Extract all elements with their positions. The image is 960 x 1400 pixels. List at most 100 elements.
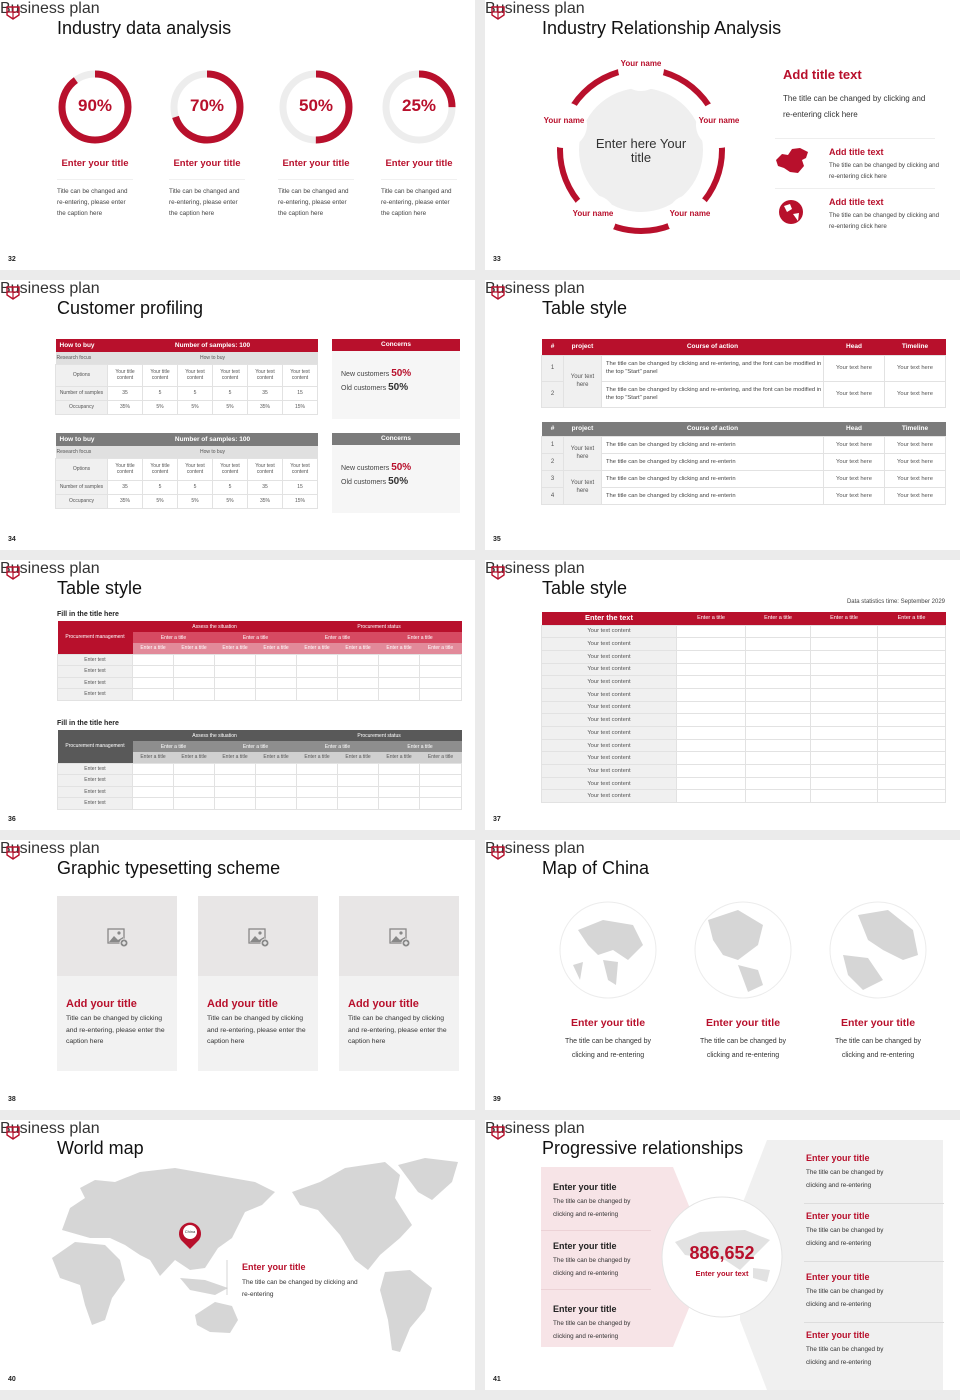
table-cell[interactable] [419, 774, 463, 787]
table-cell[interactable] [214, 653, 256, 666]
table-cell[interactable] [214, 676, 256, 689]
slide-32[interactable]: Industry data analysis 90% Enter your tit… [0, 0, 475, 270]
table-cell[interactable] [419, 676, 463, 689]
table-cell[interactable] [173, 774, 215, 787]
table-cell[interactable] [296, 653, 339, 666]
table-cell[interactable] [676, 700, 746, 715]
table-cell[interactable] [745, 700, 811, 715]
table-cell[interactable] [173, 785, 215, 798]
table-cell[interactable] [676, 649, 746, 664]
table-cell[interactable] [419, 653, 463, 666]
slide-33[interactable]: Industry Relationship Analysis Enter her… [485, 0, 960, 270]
table-cell[interactable] [419, 785, 463, 798]
table-cell[interactable] [378, 785, 421, 798]
table-cell[interactable] [254, 653, 298, 666]
table-cell[interactable] [745, 726, 811, 740]
table-cell[interactable] [810, 624, 878, 639]
table-cell[interactable] [810, 764, 878, 778]
table-cell[interactable] [810, 789, 878, 804]
table-cell[interactable] [296, 665, 339, 678]
table-cell[interactable] [877, 662, 946, 677]
table-cell[interactable] [214, 762, 256, 775]
table-cell[interactable] [214, 774, 256, 787]
table-cell[interactable] [296, 762, 339, 775]
table-cell[interactable] [810, 687, 878, 702]
table-cell[interactable] [877, 751, 946, 766]
table-cell[interactable] [173, 762, 215, 775]
table-cell[interactable] [132, 785, 174, 798]
table-cell[interactable] [254, 774, 298, 787]
table-cell[interactable] [877, 700, 946, 715]
table-cell[interactable] [877, 649, 946, 664]
table-cell[interactable] [132, 688, 174, 701]
table-cell[interactable] [810, 675, 878, 689]
image-placeholder[interactable] [57, 896, 177, 976]
table-cell[interactable] [296, 774, 339, 787]
table-cell[interactable] [810, 662, 878, 677]
table-cell[interactable] [810, 726, 878, 740]
table-cell[interactable] [745, 738, 811, 753]
table-cell[interactable] [296, 785, 339, 798]
table-cell[interactable] [810, 776, 878, 791]
table-cell[interactable] [877, 713, 946, 727]
table-cell[interactable] [877, 738, 946, 753]
table-cell[interactable] [132, 774, 174, 787]
table-cell[interactable] [378, 762, 421, 775]
table-cell[interactable] [810, 738, 878, 753]
table-cell[interactable] [296, 676, 339, 689]
table-cell[interactable] [877, 726, 946, 740]
table-cell[interactable] [214, 688, 256, 701]
table-cell[interactable] [173, 665, 215, 678]
table-cell[interactable] [337, 688, 380, 701]
table-cell[interactable] [810, 637, 878, 651]
table-cell[interactable] [132, 676, 174, 689]
table-cell[interactable] [214, 797, 256, 810]
table-cell[interactable] [676, 764, 746, 778]
table-cell[interactable] [254, 785, 298, 798]
table-cell[interactable] [676, 687, 746, 702]
table-cell[interactable] [745, 662, 811, 677]
table-cell[interactable] [132, 653, 174, 666]
table-cell[interactable] [877, 637, 946, 651]
table-cell[interactable] [173, 676, 215, 689]
table-cell[interactable] [419, 762, 463, 775]
table-cell[interactable] [676, 713, 746, 727]
table-cell[interactable] [745, 789, 811, 804]
table-cell[interactable] [745, 637, 811, 651]
image-placeholder[interactable] [339, 896, 459, 976]
slide-39[interactable]: Map of China Enter your title The title c… [485, 840, 960, 1110]
add-image-icon[interactable] [248, 928, 270, 948]
image-placeholder[interactable] [198, 896, 318, 976]
table-cell[interactable] [745, 764, 811, 778]
slide-41[interactable]: Progressive relationships 886,652 Enter … [485, 1120, 960, 1390]
table-cell[interactable] [337, 785, 380, 798]
table-cell[interactable] [810, 649, 878, 664]
table-cell[interactable] [676, 789, 746, 804]
table-cell[interactable] [173, 653, 215, 666]
table-cell[interactable] [254, 762, 298, 775]
table-cell[interactable] [378, 665, 421, 678]
table-cell[interactable] [877, 624, 946, 639]
table-cell[interactable] [745, 675, 811, 689]
slide-38[interactable]: Graphic typesetting scheme Add your titl… [0, 840, 475, 1110]
table-cell[interactable] [810, 751, 878, 766]
table-cell[interactable] [877, 789, 946, 804]
table-cell[interactable] [676, 624, 746, 639]
table-cell[interactable] [132, 797, 174, 810]
table-cell[interactable] [810, 713, 878, 727]
table-cell[interactable] [810, 700, 878, 715]
table-cell[interactable] [745, 713, 811, 727]
table-cell[interactable] [337, 774, 380, 787]
table-cell[interactable] [378, 676, 421, 689]
table-cell[interactable] [214, 785, 256, 798]
table-cell[interactable] [419, 797, 463, 810]
add-image-icon[interactable] [107, 928, 129, 948]
table-cell[interactable] [676, 637, 746, 651]
table-cell[interactable] [254, 676, 298, 689]
table-cell[interactable] [877, 687, 946, 702]
slide-36[interactable]: Table style Fill in the title here Procur… [0, 560, 475, 830]
table-cell[interactable] [254, 797, 298, 810]
table-cell[interactable] [676, 738, 746, 753]
table-cell[interactable] [676, 726, 746, 740]
table-cell[interactable] [254, 688, 298, 701]
